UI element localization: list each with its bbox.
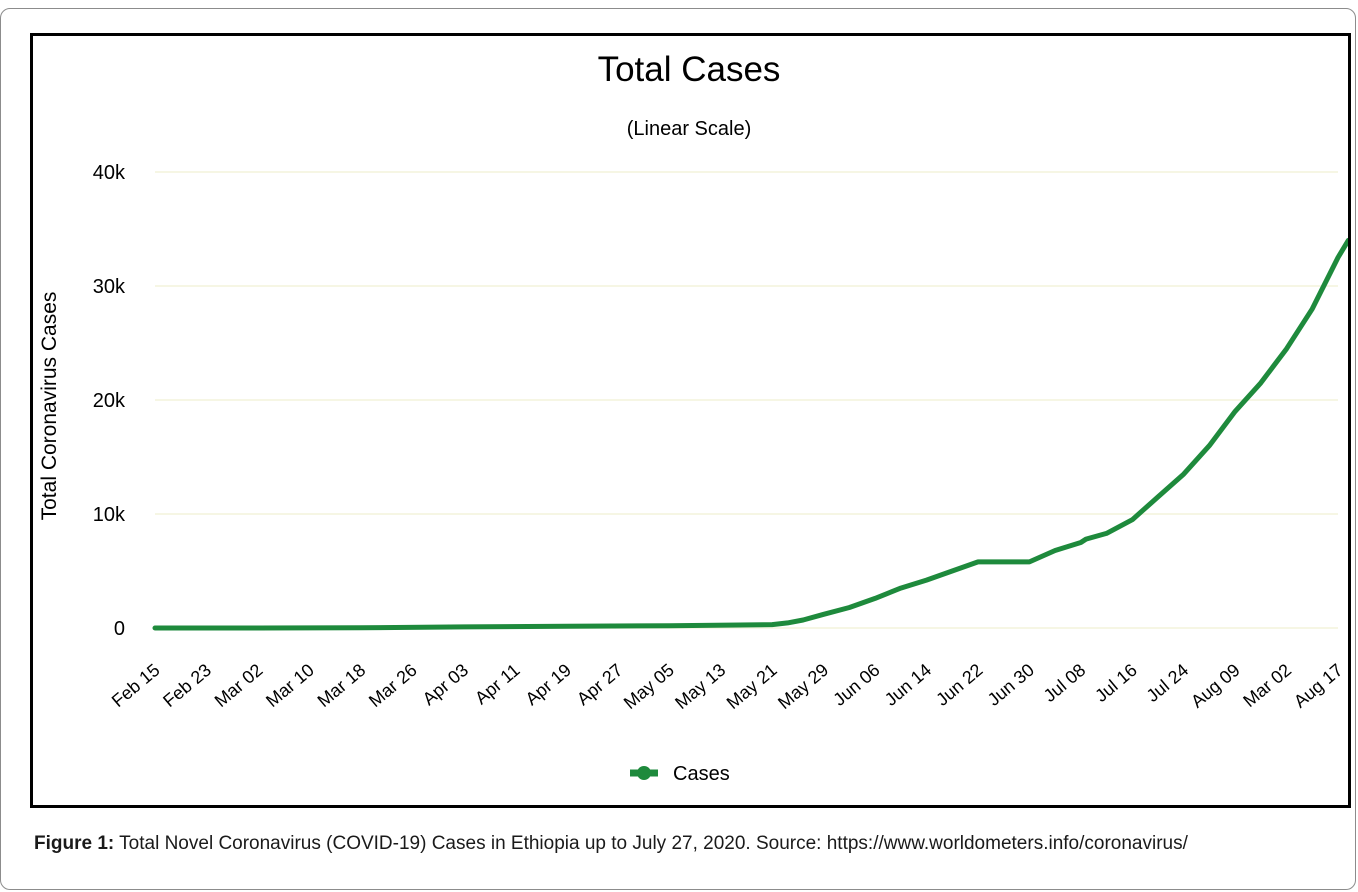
y-tick-label: 30k: [93, 276, 126, 298]
x-tick-label: Jun 30: [984, 660, 1038, 710]
figure-frame: [0, 8, 1356, 890]
x-tick-label: Apr 11: [471, 660, 523, 709]
caption-text: Total Novel Coronavirus (COVID-19) Cases…: [114, 833, 1188, 854]
x-tick-label: Mar 10: [262, 660, 318, 711]
chart-frame: 0 10k 20k 30k 40k Feb 15 Feb 23 Mar 02 Mar 10 Mar…: [30, 33, 1351, 808]
chart-title: Total Cases: [598, 50, 781, 89]
x-tick-label: Feb 23: [159, 660, 215, 711]
chart-subtitle: (Linear Scale): [627, 118, 752, 140]
y-tick-label: 10k: [93, 504, 126, 526]
x-tick-label: Mar 02: [211, 660, 267, 711]
x-tick-label: Aug 17: [1290, 660, 1347, 712]
y-tick-label: 40k: [93, 162, 126, 184]
legend: Cases: [630, 763, 730, 785]
y-tick-label: 20k: [93, 390, 126, 412]
series-line-cases: [152, 237, 1348, 631]
caption-label: Figure 1:: [34, 833, 115, 854]
x-tick-label: Jun 22: [932, 660, 986, 710]
series-layer: [152, 237, 1348, 631]
legend-entry-cases: Cases: [673, 763, 730, 785]
x-tick-label: May 13: [671, 660, 729, 713]
x-tick-label: Jul 08: [1040, 660, 1090, 706]
legend-marker-swatch: [637, 766, 651, 780]
x-tick-label: Jun 06: [829, 660, 883, 710]
x-tick-label: Jul 24: [1143, 660, 1193, 706]
x-tick-label: May 21: [723, 660, 781, 713]
x-tick-label: Jul 16: [1091, 660, 1141, 706]
y-axis-label: Total Coronavirus Cases: [38, 292, 61, 521]
x-tick-label: Mar 02: [1239, 660, 1295, 711]
x-tick-label: Apr 03: [419, 660, 472, 709]
x-tick-label: May 29: [774, 660, 832, 713]
figure-caption: Figure 1: Total Novel Coronavirus (COVID…: [34, 832, 1350, 856]
x-tick-label: Apr 27: [573, 660, 626, 709]
y-tick-label: 0: [114, 618, 125, 640]
x-tick-label: Aug 09: [1187, 660, 1244, 712]
x-tick-label: May 05: [620, 660, 678, 713]
x-tick-label: Mar 26: [365, 660, 421, 711]
x-tick-label: Jun 14: [881, 660, 935, 710]
gridlines: [155, 171, 1338, 629]
x-tick-label: Mar 18: [314, 660, 370, 711]
x-tick-label: Apr 19: [522, 660, 575, 709]
x-tick-label: Feb 15: [108, 660, 164, 711]
